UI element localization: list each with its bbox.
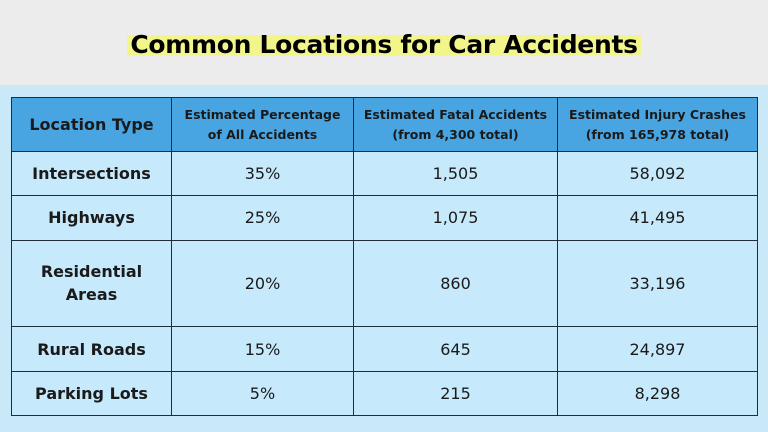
cell-value: 645 bbox=[440, 339, 471, 359]
table-cell: 33,196 bbox=[557, 239, 758, 328]
table-cell: 25% bbox=[171, 195, 354, 241]
cell-value: 1,505 bbox=[432, 164, 479, 184]
table-cell: Rural Roads bbox=[11, 326, 172, 372]
table-cell: 5% bbox=[171, 370, 354, 417]
table-cell: 41,495 bbox=[557, 195, 758, 241]
table-row: Residential Areas 20% 860 33,196 bbox=[11, 239, 758, 328]
cell-value: 35% bbox=[244, 164, 281, 184]
location-name: Highways bbox=[48, 208, 135, 228]
table-cell: 58,092 bbox=[557, 150, 758, 197]
table-cell: 35% bbox=[171, 150, 354, 197]
location-name: Intersections bbox=[32, 164, 151, 184]
header-cell: Estimated Injury Crashes (from 165,978 to… bbox=[557, 97, 758, 152]
header-text: of All Accidents bbox=[207, 126, 318, 142]
header-text: (from 165,978 total) bbox=[585, 126, 730, 142]
title-wrap: Common Locations for Car Accidents bbox=[0, 30, 768, 59]
cell-value: 58,092 bbox=[629, 164, 686, 184]
header-text: (from 4,300 total) bbox=[392, 126, 519, 142]
location-name: Rural Roads bbox=[37, 339, 146, 359]
cell-value: 1,075 bbox=[432, 208, 479, 228]
header-cell: Estimated Percentage of All Accidents bbox=[171, 97, 354, 152]
location-name: Parking Lots bbox=[35, 383, 148, 403]
table-row: Highways 25% 1,075 41,495 bbox=[11, 195, 758, 241]
cell-value: 8,298 bbox=[634, 383, 681, 403]
table-row: Rural Roads 15% 645 24,897 bbox=[11, 326, 758, 372]
table: Location Type Estimated Percentage of All … bbox=[11, 97, 758, 417]
header-text: Location Type bbox=[29, 114, 154, 134]
table-cell: 8,298 bbox=[557, 370, 758, 417]
location-name: Residential Areas bbox=[40, 262, 143, 305]
table-cell: 24,897 bbox=[557, 326, 758, 372]
title-band: Common Locations for Car Accidents bbox=[0, 0, 768, 85]
table-row: Parking Lots 5% 215 8,298 bbox=[11, 370, 758, 417]
cell-value: 33,196 bbox=[629, 273, 686, 293]
cell-value: 860 bbox=[440, 273, 471, 293]
header-text: Estimated Injury Crashes bbox=[569, 106, 746, 122]
table-cell: 15% bbox=[171, 326, 354, 372]
cell-value: 24,897 bbox=[629, 339, 686, 359]
cell-value: 25% bbox=[244, 208, 281, 228]
header-row: Location Type Estimated Percentage of All … bbox=[11, 97, 758, 152]
table-cell: 645 bbox=[353, 326, 558, 372]
cell-value: 215 bbox=[440, 383, 471, 403]
table-cell: 860 bbox=[353, 239, 558, 328]
table-cell: 1,075 bbox=[353, 195, 558, 241]
header-text: Estimated Fatal Accidents bbox=[363, 106, 548, 122]
header-cell: Location Type bbox=[11, 97, 172, 152]
table-row: Intersections 35% 1,505 58,092 bbox=[11, 150, 758, 197]
table-cell: Intersections bbox=[11, 150, 172, 197]
title: Common Locations for Car Accidents bbox=[127, 30, 641, 59]
header-cell: Estimated Fatal Accidents (from 4,300 tot… bbox=[353, 97, 558, 152]
table-cell: Parking Lots bbox=[11, 370, 172, 417]
table-cell: 215 bbox=[353, 370, 558, 417]
table-cell: 1,505 bbox=[353, 150, 558, 197]
cell-value: 15% bbox=[244, 339, 281, 359]
cell-value: 41,495 bbox=[629, 208, 686, 228]
table-cell: Highways bbox=[11, 195, 172, 241]
header-text: Estimated Percentage bbox=[184, 106, 341, 122]
cell-value: 5% bbox=[249, 383, 276, 403]
cell-value: 20% bbox=[244, 273, 281, 293]
table-body: Intersections 35% 1,505 58,092 Highways 25% 1,… bbox=[11, 150, 758, 417]
table-cell: Residential Areas bbox=[11, 239, 172, 328]
table-cell: 20% bbox=[171, 239, 354, 328]
